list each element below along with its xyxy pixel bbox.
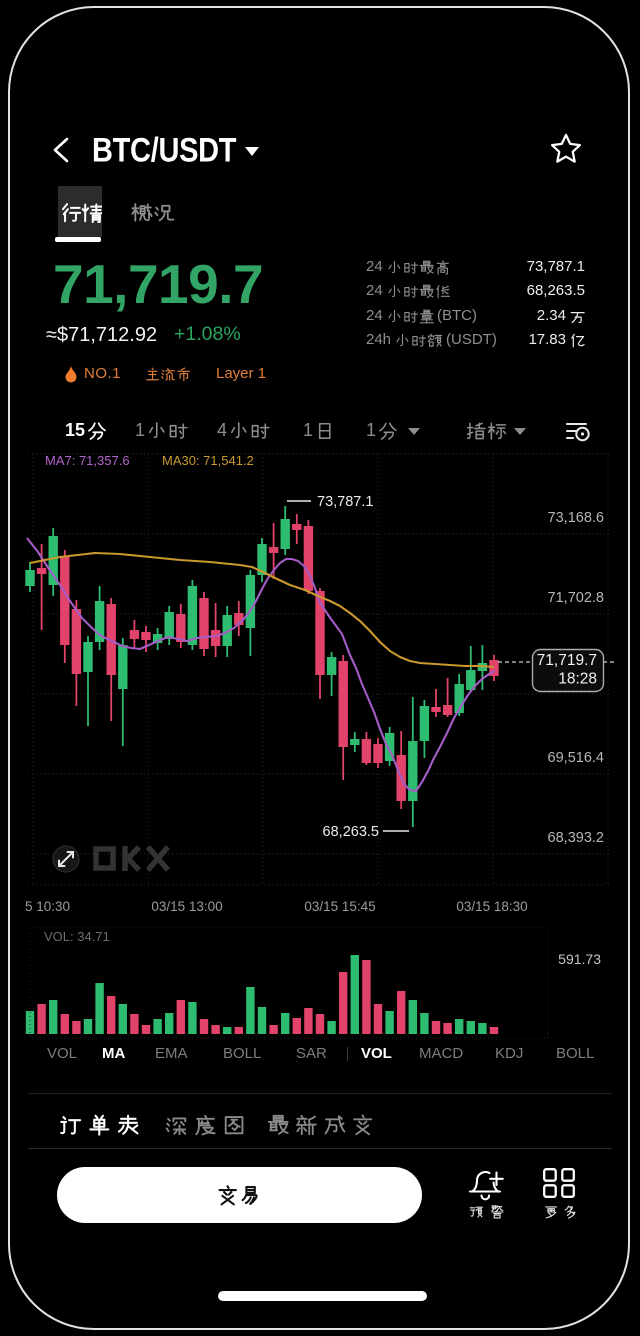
svg-text:18:28: 18:28: [558, 671, 597, 688]
svg-text:68,393.2: 68,393.2: [548, 830, 604, 846]
svg-text:71,702.8: 71,702.8: [548, 590, 604, 606]
svg-text:03/15 18:30: 03/15 18:30: [456, 899, 527, 914]
svg-text:68,263.5: 68,263.5: [323, 824, 379, 840]
svg-text:03/15 15:45: 03/15 15:45: [304, 899, 375, 914]
svg-text:591.73: 591.73: [558, 951, 601, 967]
svg-text:71,719.7: 71,719.7: [537, 652, 597, 669]
svg-text:VOL: 34.71: VOL: 34.71: [44, 929, 110, 944]
svg-text:73,168.6: 73,168.6: [548, 510, 604, 526]
svg-text:73,787.1: 73,787.1: [317, 494, 373, 510]
svg-text:03/15 13:00: 03/15 13:00: [151, 899, 222, 914]
svg-text:69,516.4: 69,516.4: [548, 750, 604, 766]
svg-text:5 10:30: 5 10:30: [25, 899, 70, 914]
